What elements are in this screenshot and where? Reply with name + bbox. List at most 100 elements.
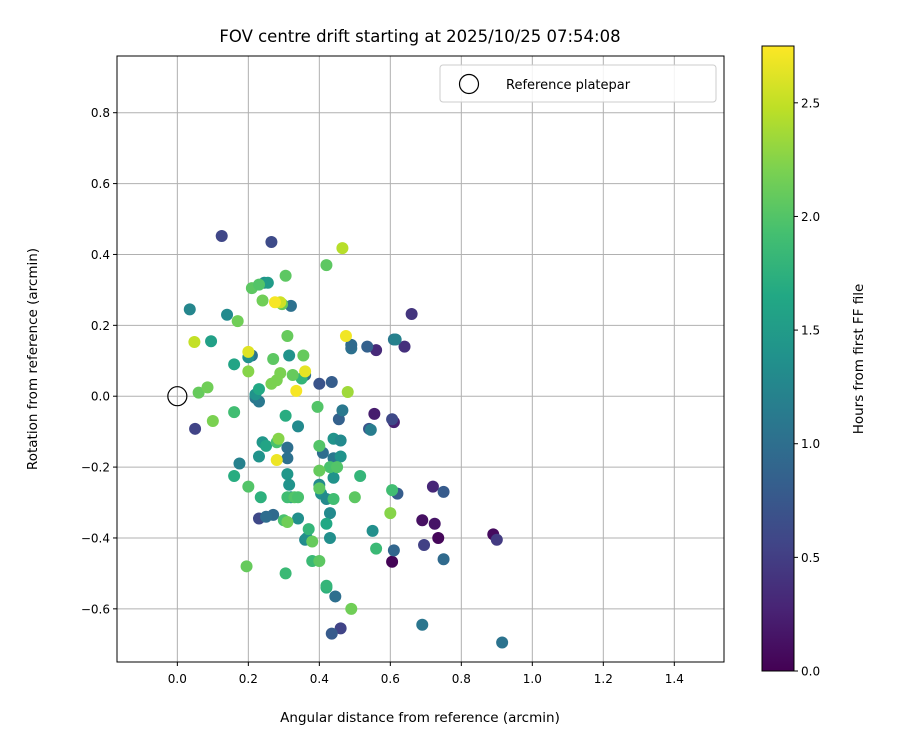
scatter-point — [426, 480, 439, 493]
scatter-points — [167, 230, 509, 649]
scatter-point — [320, 517, 333, 530]
scatter-point — [437, 553, 450, 566]
scatter-point — [215, 230, 228, 243]
scatter-point — [361, 340, 374, 353]
plot-frame — [116, 55, 725, 663]
scatter-point — [339, 329, 352, 342]
scatter-point — [292, 491, 305, 504]
scatter-point — [279, 567, 292, 580]
scatter-point — [268, 296, 281, 309]
scatter-point — [281, 468, 294, 481]
x-axis-ticks: 0.0 0.2 0.4 0.6 0.8 1.0 1.2 1.4 — [168, 662, 684, 686]
scatter-point — [265, 236, 278, 249]
scatter-point — [313, 377, 326, 390]
scatter-point — [290, 384, 303, 397]
scatter-point — [281, 329, 294, 342]
scatter-point — [254, 491, 267, 504]
scatter-point — [240, 560, 253, 573]
y-axis-ticks: −0.6 −0.4 −0.2 0.0 0.2 0.4 0.6 0.8 — [81, 106, 117, 616]
scatter-point — [292, 420, 305, 433]
scatter-point — [325, 627, 338, 640]
scatter-point — [284, 299, 297, 312]
colorbar-tick-label: 1.5 — [801, 324, 820, 338]
scatter-point — [274, 367, 287, 380]
scatter-point — [260, 439, 273, 452]
scatter-point — [386, 413, 399, 426]
scatter-point — [272, 432, 285, 445]
scatter-point — [416, 618, 429, 631]
scatter-point — [331, 461, 344, 474]
scatter-point — [311, 400, 324, 413]
reference-platepar-marker — [167, 386, 188, 407]
scatter-point — [323, 507, 336, 520]
scatter-point — [327, 471, 340, 484]
scatter-point — [252, 278, 265, 291]
colorbar-tick-label: 2.5 — [801, 96, 820, 110]
scatter-point — [252, 450, 265, 463]
scatter-point — [205, 335, 218, 348]
scatter-point — [256, 294, 269, 307]
scatter-point — [313, 464, 326, 477]
x-tick-label: 1.2 — [594, 672, 613, 686]
grid — [117, 56, 724, 662]
x-tick-label: 1.0 — [523, 672, 542, 686]
scatter-point — [313, 482, 326, 495]
scatter-point — [341, 385, 354, 398]
y-tick-label: −0.6 — [81, 602, 110, 616]
scatter-point — [386, 484, 399, 497]
x-tick-label: 1.4 — [665, 672, 684, 686]
scatter-point — [313, 555, 326, 567]
colorbar-label: Hours from first FF file — [851, 284, 867, 435]
colorbar-tick-label: 0.0 — [801, 665, 820, 679]
scatter-point — [252, 383, 265, 396]
scatter-point — [345, 338, 358, 351]
scatter-point — [302, 523, 315, 536]
colorbar-tick-label: 1.0 — [801, 437, 820, 451]
scatter-point — [364, 423, 377, 436]
scatter-point — [228, 469, 241, 482]
scatter-point — [327, 492, 340, 505]
scatter-point — [228, 358, 241, 371]
y-tick-label: −0.2 — [81, 461, 110, 475]
colorbar-frame — [761, 45, 795, 672]
colorbar: 0.0 0.5 1.0 1.5 2.0 2.5 Hours from first FF f… — [761, 45, 867, 679]
scatter-point — [329, 590, 342, 603]
scatter-point — [192, 386, 205, 399]
scatter-point — [188, 335, 201, 348]
x-tick-label: 0.4 — [310, 672, 329, 686]
x-tick-label: 0.6 — [381, 672, 400, 686]
y-tick-label: 0.6 — [91, 177, 110, 191]
scatter-point — [299, 365, 312, 378]
scatter-point — [233, 457, 246, 470]
scatter-point — [270, 454, 283, 466]
y-tick-label: 0.0 — [91, 390, 110, 404]
y-tick-label: 0.8 — [91, 106, 110, 120]
scatter-point — [348, 491, 361, 504]
scatter-point — [279, 269, 292, 282]
scatter-point — [292, 512, 305, 525]
scatter-point — [323, 531, 336, 544]
scatter-point — [334, 434, 347, 447]
scatter-point — [368, 407, 381, 420]
legend-reference-marker — [458, 73, 480, 95]
scatter-point — [286, 368, 299, 381]
y-tick-label: 0.4 — [91, 248, 110, 262]
scatter-point — [384, 507, 397, 520]
scatter-point — [242, 480, 255, 493]
scatter-point — [297, 349, 310, 362]
scatter-point — [313, 439, 326, 452]
scatter-point — [242, 365, 255, 378]
scatter-point — [281, 441, 294, 454]
scatter-point — [366, 524, 379, 537]
scatter-point — [320, 259, 333, 272]
scatter-point — [354, 469, 367, 482]
scatter-point — [432, 531, 445, 544]
colorbar-tick-label: 2.0 — [801, 210, 820, 224]
scatter-point — [228, 406, 241, 419]
scatter-point — [386, 555, 399, 568]
colorbar-gradient — [762, 46, 794, 671]
scatter-point — [405, 307, 418, 320]
x-tick-label: 0.2 — [239, 672, 258, 686]
scatter-point — [261, 276, 274, 289]
